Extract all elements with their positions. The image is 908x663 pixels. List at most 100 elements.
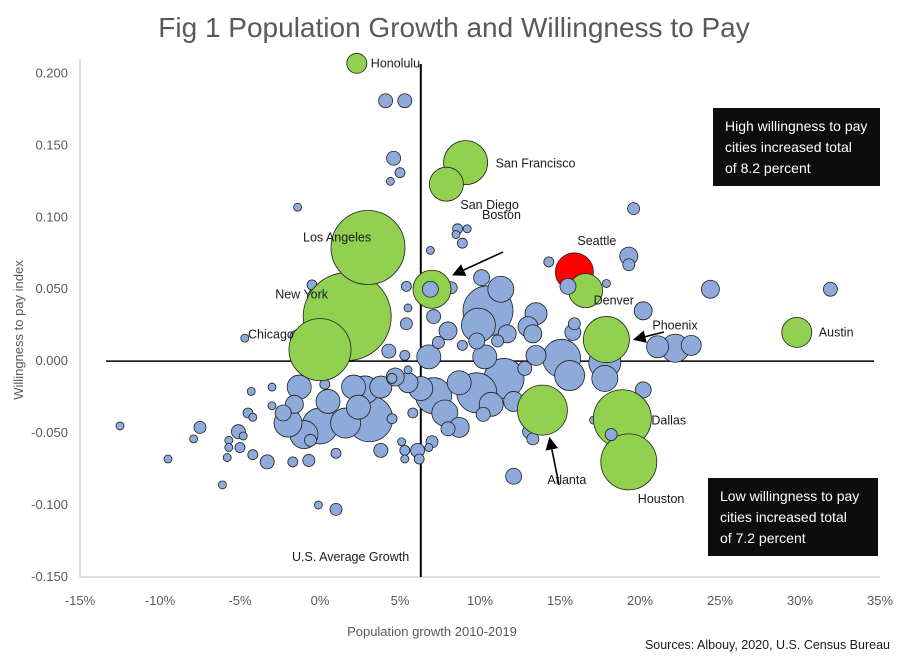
city-bubble — [646, 335, 669, 359]
city-bubble — [424, 443, 434, 452]
city-bubble — [287, 456, 299, 468]
city-bubble-houston — [600, 433, 658, 491]
city-bubble — [491, 334, 505, 348]
city-bubble — [385, 176, 395, 186]
city-bubble — [224, 443, 234, 452]
city-labels-group: Honolulu San Francisco San Diego Los Angele… — [248, 56, 854, 506]
city-bubble — [591, 365, 619, 392]
low-wtp-callout: Low willingness to pay cities increased … — [708, 478, 878, 556]
city-bubble — [543, 256, 555, 268]
x-tick-label: 35% — [867, 593, 893, 608]
city-bubble — [286, 374, 312, 400]
city-bubble — [313, 500, 323, 510]
city-bubble — [505, 467, 522, 485]
x-tick-label: -5% — [228, 593, 252, 608]
atlanta-arrow — [545, 436, 560, 486]
city-bubble — [240, 333, 250, 343]
city-bubble — [378, 93, 394, 109]
city-bubble — [386, 150, 402, 166]
phoenix-arrow — [632, 330, 665, 343]
city-label-san-francisco: San Francisco — [496, 157, 576, 171]
city-bubble — [369, 375, 393, 399]
y-tick-label: -0.050 — [31, 425, 68, 440]
city-bubble — [248, 412, 258, 422]
city-label-los-angeles: Los Angeles — [303, 230, 371, 244]
city-label-austin: Austin — [819, 325, 854, 339]
city-bubble-los-angeles — [330, 210, 406, 285]
city-bubble — [386, 373, 398, 384]
y-tick-label: -0.150 — [31, 569, 68, 584]
city-bubble — [234, 442, 246, 453]
city-bubble — [293, 202, 303, 212]
city-bubble-phoenix — [583, 316, 630, 363]
chart-title: Fig 1 Population Growth and Willingness … — [158, 12, 750, 43]
city-bubble — [456, 237, 468, 249]
city-label-san-diego: San Diego — [460, 198, 518, 212]
high-wtp-callout: High willingness to pay cities increased… — [713, 108, 880, 186]
city-bubble — [680, 334, 702, 356]
city-bubble — [403, 303, 413, 313]
boston-arrow — [452, 251, 504, 276]
city-bubble — [302, 454, 316, 467]
city-bubble — [394, 167, 406, 179]
city-bubble — [604, 428, 618, 441]
city-bubble — [303, 433, 317, 447]
y-tick-label: 0.200 — [35, 65, 68, 80]
city-bubble — [381, 343, 397, 359]
x-tick-label: -10% — [145, 593, 176, 608]
y-tick-label: 0.050 — [35, 281, 68, 296]
city-bubble — [523, 324, 543, 344]
x-tick-label: -15% — [65, 593, 96, 608]
city-bubble — [399, 444, 411, 456]
city-label-new-york: New York — [275, 288, 329, 302]
city-bubble — [446, 370, 472, 396]
city-label-atlanta: Atlanta — [547, 473, 586, 487]
city-bubble — [397, 437, 407, 447]
city-bubble — [622, 258, 636, 272]
city-bubble — [602, 279, 611, 288]
city-bubble — [397, 93, 413, 109]
city-label-chicago: Chicago — [248, 328, 294, 342]
city-bubble — [468, 332, 486, 350]
y-tick-label: -0.100 — [31, 497, 68, 512]
city-bubble — [407, 407, 419, 419]
city-bubble — [487, 275, 515, 303]
x-tick-label: 5% — [391, 593, 410, 608]
city-bubble — [456, 339, 468, 351]
city-label-denver: Denver — [594, 294, 634, 308]
city-bubble — [259, 454, 275, 470]
y-axis-title: Willingness to pay index — [11, 260, 26, 400]
city-label-phoenix: Phoenix — [652, 319, 698, 333]
city-bubble — [451, 230, 461, 239]
city-bubble — [193, 420, 207, 434]
city-bubble — [701, 279, 720, 299]
x-tick-label: 10% — [467, 593, 493, 608]
city-bubble-honolulu — [346, 52, 368, 74]
source-note: Sources: Albouy, 2020, U.S. Census Burea… — [644, 638, 890, 652]
x-tick-label: 0% — [311, 593, 330, 608]
x-tick-label: 15% — [547, 593, 573, 608]
x-axis-title: Population growth 2010-2019 — [347, 624, 517, 639]
city-bubble — [554, 360, 585, 391]
y-tick-label: 0.100 — [35, 209, 68, 224]
city-bubble — [627, 202, 640, 216]
city-bubble — [163, 454, 173, 464]
city-bubble — [473, 269, 491, 287]
city-bubble — [267, 382, 277, 392]
city-bubble — [238, 431, 248, 441]
bubbles-group — [115, 52, 838, 516]
city-bubble — [247, 449, 259, 461]
city-bubble — [399, 317, 413, 331]
city-bubble — [438, 321, 458, 341]
city-bubble — [189, 434, 199, 444]
city-bubble — [400, 280, 412, 292]
city-label-dallas: Dallas — [651, 414, 686, 428]
city-bubble — [633, 301, 653, 321]
city-bubble-austin — [781, 316, 813, 348]
city-bubble — [217, 480, 227, 490]
city-bubble — [329, 502, 343, 516]
x-tick-label: 30% — [787, 593, 813, 608]
city-label-houston: Houston — [638, 492, 685, 506]
